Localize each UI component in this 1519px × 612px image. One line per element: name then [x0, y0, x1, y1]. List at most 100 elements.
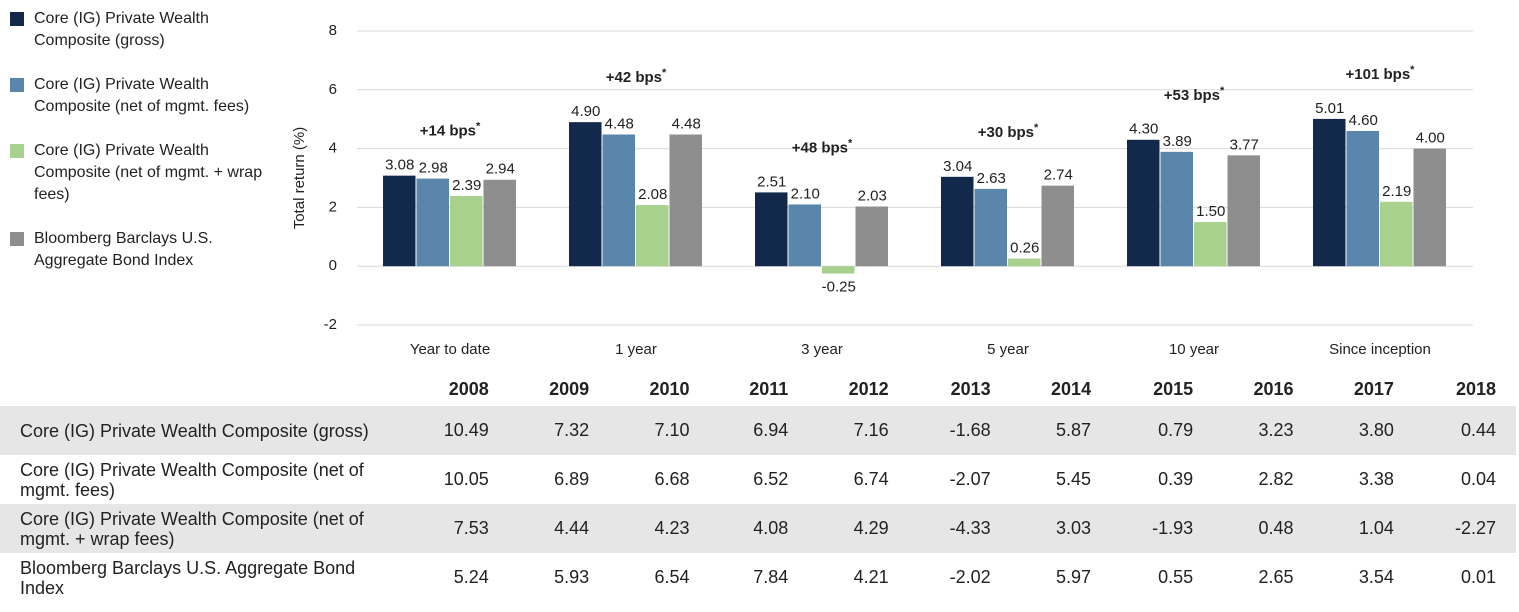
table-row: Core (IG) Private Wealth Composite (gros…	[0, 406, 1516, 455]
value-label: 2.94	[486, 161, 515, 178]
cell: 7.10	[609, 406, 710, 455]
bar	[974, 188, 1007, 267]
annotation-text: +42 bps	[606, 69, 662, 86]
value-label: 4.48	[605, 115, 634, 132]
bar	[1346, 130, 1379, 267]
column-header: 2008	[448, 378, 489, 399]
cell: 3.38	[1358, 469, 1394, 489]
corner	[0, 372, 400, 406]
annotation-sup: *	[1034, 122, 1039, 134]
bar	[569, 122, 602, 267]
cell: 10.49	[400, 406, 509, 455]
annotation-sup: *	[476, 121, 481, 133]
cell: 4.21	[853, 567, 889, 587]
value-label: 2.98	[419, 160, 448, 177]
value-label: 2.63	[977, 170, 1006, 187]
value-label: 1.50	[1196, 203, 1225, 220]
legend-label: Core (IG) Private Wealth Composite (net …	[34, 76, 250, 115]
column-header: 2009	[549, 378, 590, 399]
cell: -4.33	[908, 504, 1011, 553]
annotation-sup: *	[1410, 64, 1415, 76]
value-label: 4.30	[1129, 121, 1158, 138]
annotation-sup: *	[1220, 85, 1225, 97]
bar	[636, 205, 669, 267]
annotation-sup: *	[662, 67, 667, 79]
cell: 7.16	[808, 406, 909, 455]
cell: 3.54	[1358, 567, 1394, 587]
bar	[941, 176, 974, 267]
cell: 0.04	[1460, 469, 1496, 489]
cell: 5.87	[1010, 406, 1112, 455]
bar	[1227, 155, 1260, 267]
y-axis-label: Total return (%)	[291, 127, 308, 230]
cell: 2.82	[1258, 469, 1294, 489]
bar	[383, 175, 416, 267]
legend-entry: Core (IG) Private Wealth Composite (net …	[10, 74, 269, 118]
value-label: 4.00	[1416, 130, 1445, 147]
bar	[855, 206, 888, 267]
column-header: 2015	[1153, 378, 1194, 399]
annotation: +30 bps*	[978, 122, 1039, 141]
value-label: 2.10	[791, 185, 820, 202]
bar	[1160, 151, 1193, 267]
legend-label: Core (IG) Private Wealth Composite (net …	[34, 142, 263, 203]
value-label: 4.90	[571, 103, 600, 120]
value-label: -0.25	[822, 279, 856, 296]
returns-table: 2008 2009 2010 2011 2012 2013 2014 2015 2016 2017…	[0, 372, 1516, 602]
cell: 0.79	[1111, 406, 1214, 455]
y-tick-label: -2	[324, 316, 337, 333]
column-header: 2017	[1353, 378, 1394, 399]
legend-swatch	[10, 78, 24, 92]
table-row: Core (IG) Private Wealth Composite (net …	[0, 504, 1516, 553]
cell: -1.93	[1111, 504, 1214, 553]
value-label: 3.04	[943, 158, 972, 175]
y-tick-label: 6	[329, 81, 337, 98]
x-tick-label: Year to date	[410, 341, 490, 358]
annotation-text: +30 bps	[978, 124, 1034, 141]
table-row: Core (IG) Private Wealth Composite (net …	[0, 455, 1516, 504]
cell: 0.48	[1213, 504, 1314, 553]
annotation-sup: *	[848, 137, 853, 149]
legend-swatch	[10, 144, 24, 158]
cell: 4.44	[508, 504, 610, 553]
cell: 2.65	[1258, 567, 1294, 587]
bar	[450, 195, 483, 267]
column-header: 2010	[649, 378, 690, 399]
bar	[1413, 148, 1446, 267]
cell: -2.02	[949, 567, 991, 587]
legend-entry: Bloomberg Barclays U.S. Aggregate Bond I…	[10, 228, 269, 272]
annotation-text: +14 bps	[420, 123, 476, 140]
annotation-text: +48 bps	[792, 139, 848, 156]
cell: 4.29	[808, 504, 909, 553]
x-tick-label: 5 year	[987, 341, 1029, 358]
cell: 5.93	[554, 567, 590, 587]
value-label: 3.89	[1163, 133, 1192, 150]
bar	[1041, 185, 1074, 267]
value-label: 0.26	[1010, 240, 1039, 257]
cell: 0.01	[1460, 567, 1496, 587]
legend-entry: Core (IG) Private Wealth Composite (net …	[10, 140, 269, 206]
cell: 3.03	[1010, 504, 1112, 553]
bar	[822, 266, 855, 274]
column-header: 2018	[1455, 378, 1496, 399]
bar	[1194, 222, 1227, 267]
cell: 3.80	[1313, 406, 1414, 455]
y-tick-label: 0	[329, 257, 337, 274]
annotation: +101 bps*	[1346, 64, 1416, 83]
y-tick-label: 2	[329, 198, 337, 215]
annotation: +53 bps*	[1164, 85, 1225, 104]
cell: 7.32	[508, 406, 610, 455]
legend: Core (IG) Private Wealth Composite (gros…	[10, 8, 280, 294]
cell: 4.23	[609, 504, 710, 553]
bar	[788, 204, 821, 267]
legend-entry: Core (IG) Private Wealth Composite (gros…	[10, 8, 269, 52]
cell: 4.08	[709, 504, 809, 553]
cell: 0.39	[1158, 469, 1194, 489]
cell: 5.97	[1056, 567, 1092, 587]
bar	[483, 179, 516, 267]
value-label: 2.74	[1044, 167, 1073, 184]
cell: 0.44	[1413, 406, 1516, 455]
column-header: 2013	[950, 378, 991, 399]
x-tick-label: 10 year	[1169, 341, 1219, 358]
